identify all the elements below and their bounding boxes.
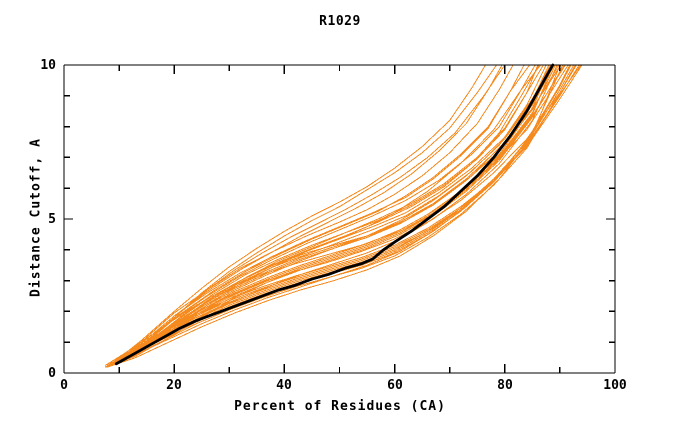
median-curve xyxy=(114,63,555,366)
model-curve xyxy=(116,64,531,363)
x-tick-label-0: 0 xyxy=(60,378,68,393)
x-tick-label-3: 60 xyxy=(387,378,403,393)
model-curve xyxy=(104,64,576,368)
x-tick-label-1: 20 xyxy=(166,378,182,393)
median-curve-group xyxy=(114,63,555,366)
axes-frame xyxy=(63,64,616,374)
model-curve xyxy=(108,64,566,366)
y-tick-label-0: 0 xyxy=(48,366,56,381)
model-curve xyxy=(113,64,552,365)
chart-title: R1029 xyxy=(319,14,361,29)
x-tick-label-2: 40 xyxy=(276,378,292,393)
x-axis-label: Percent of Residues (CA) xyxy=(234,399,446,414)
model-curve xyxy=(112,64,525,365)
model-curve xyxy=(114,64,503,365)
x-tick-label-4: 80 xyxy=(497,378,513,393)
model-curve xyxy=(115,64,506,363)
model-curve xyxy=(109,64,556,366)
y-axis-label: Distance Cutoff, A xyxy=(28,138,44,297)
model-curve xyxy=(106,64,553,368)
model-curve xyxy=(110,64,550,365)
y-tick-label-1: 5 xyxy=(48,212,56,227)
x-tick-label-5: 100 xyxy=(603,378,627,393)
model-curve xyxy=(115,64,544,363)
y-tick-label-2: 10 xyxy=(40,58,56,73)
model-curve xyxy=(113,64,536,365)
model-curve xyxy=(113,64,555,365)
model-curve xyxy=(113,64,487,363)
model-curve xyxy=(109,64,560,366)
model-curve xyxy=(110,64,562,366)
model-curves-group xyxy=(104,64,583,368)
